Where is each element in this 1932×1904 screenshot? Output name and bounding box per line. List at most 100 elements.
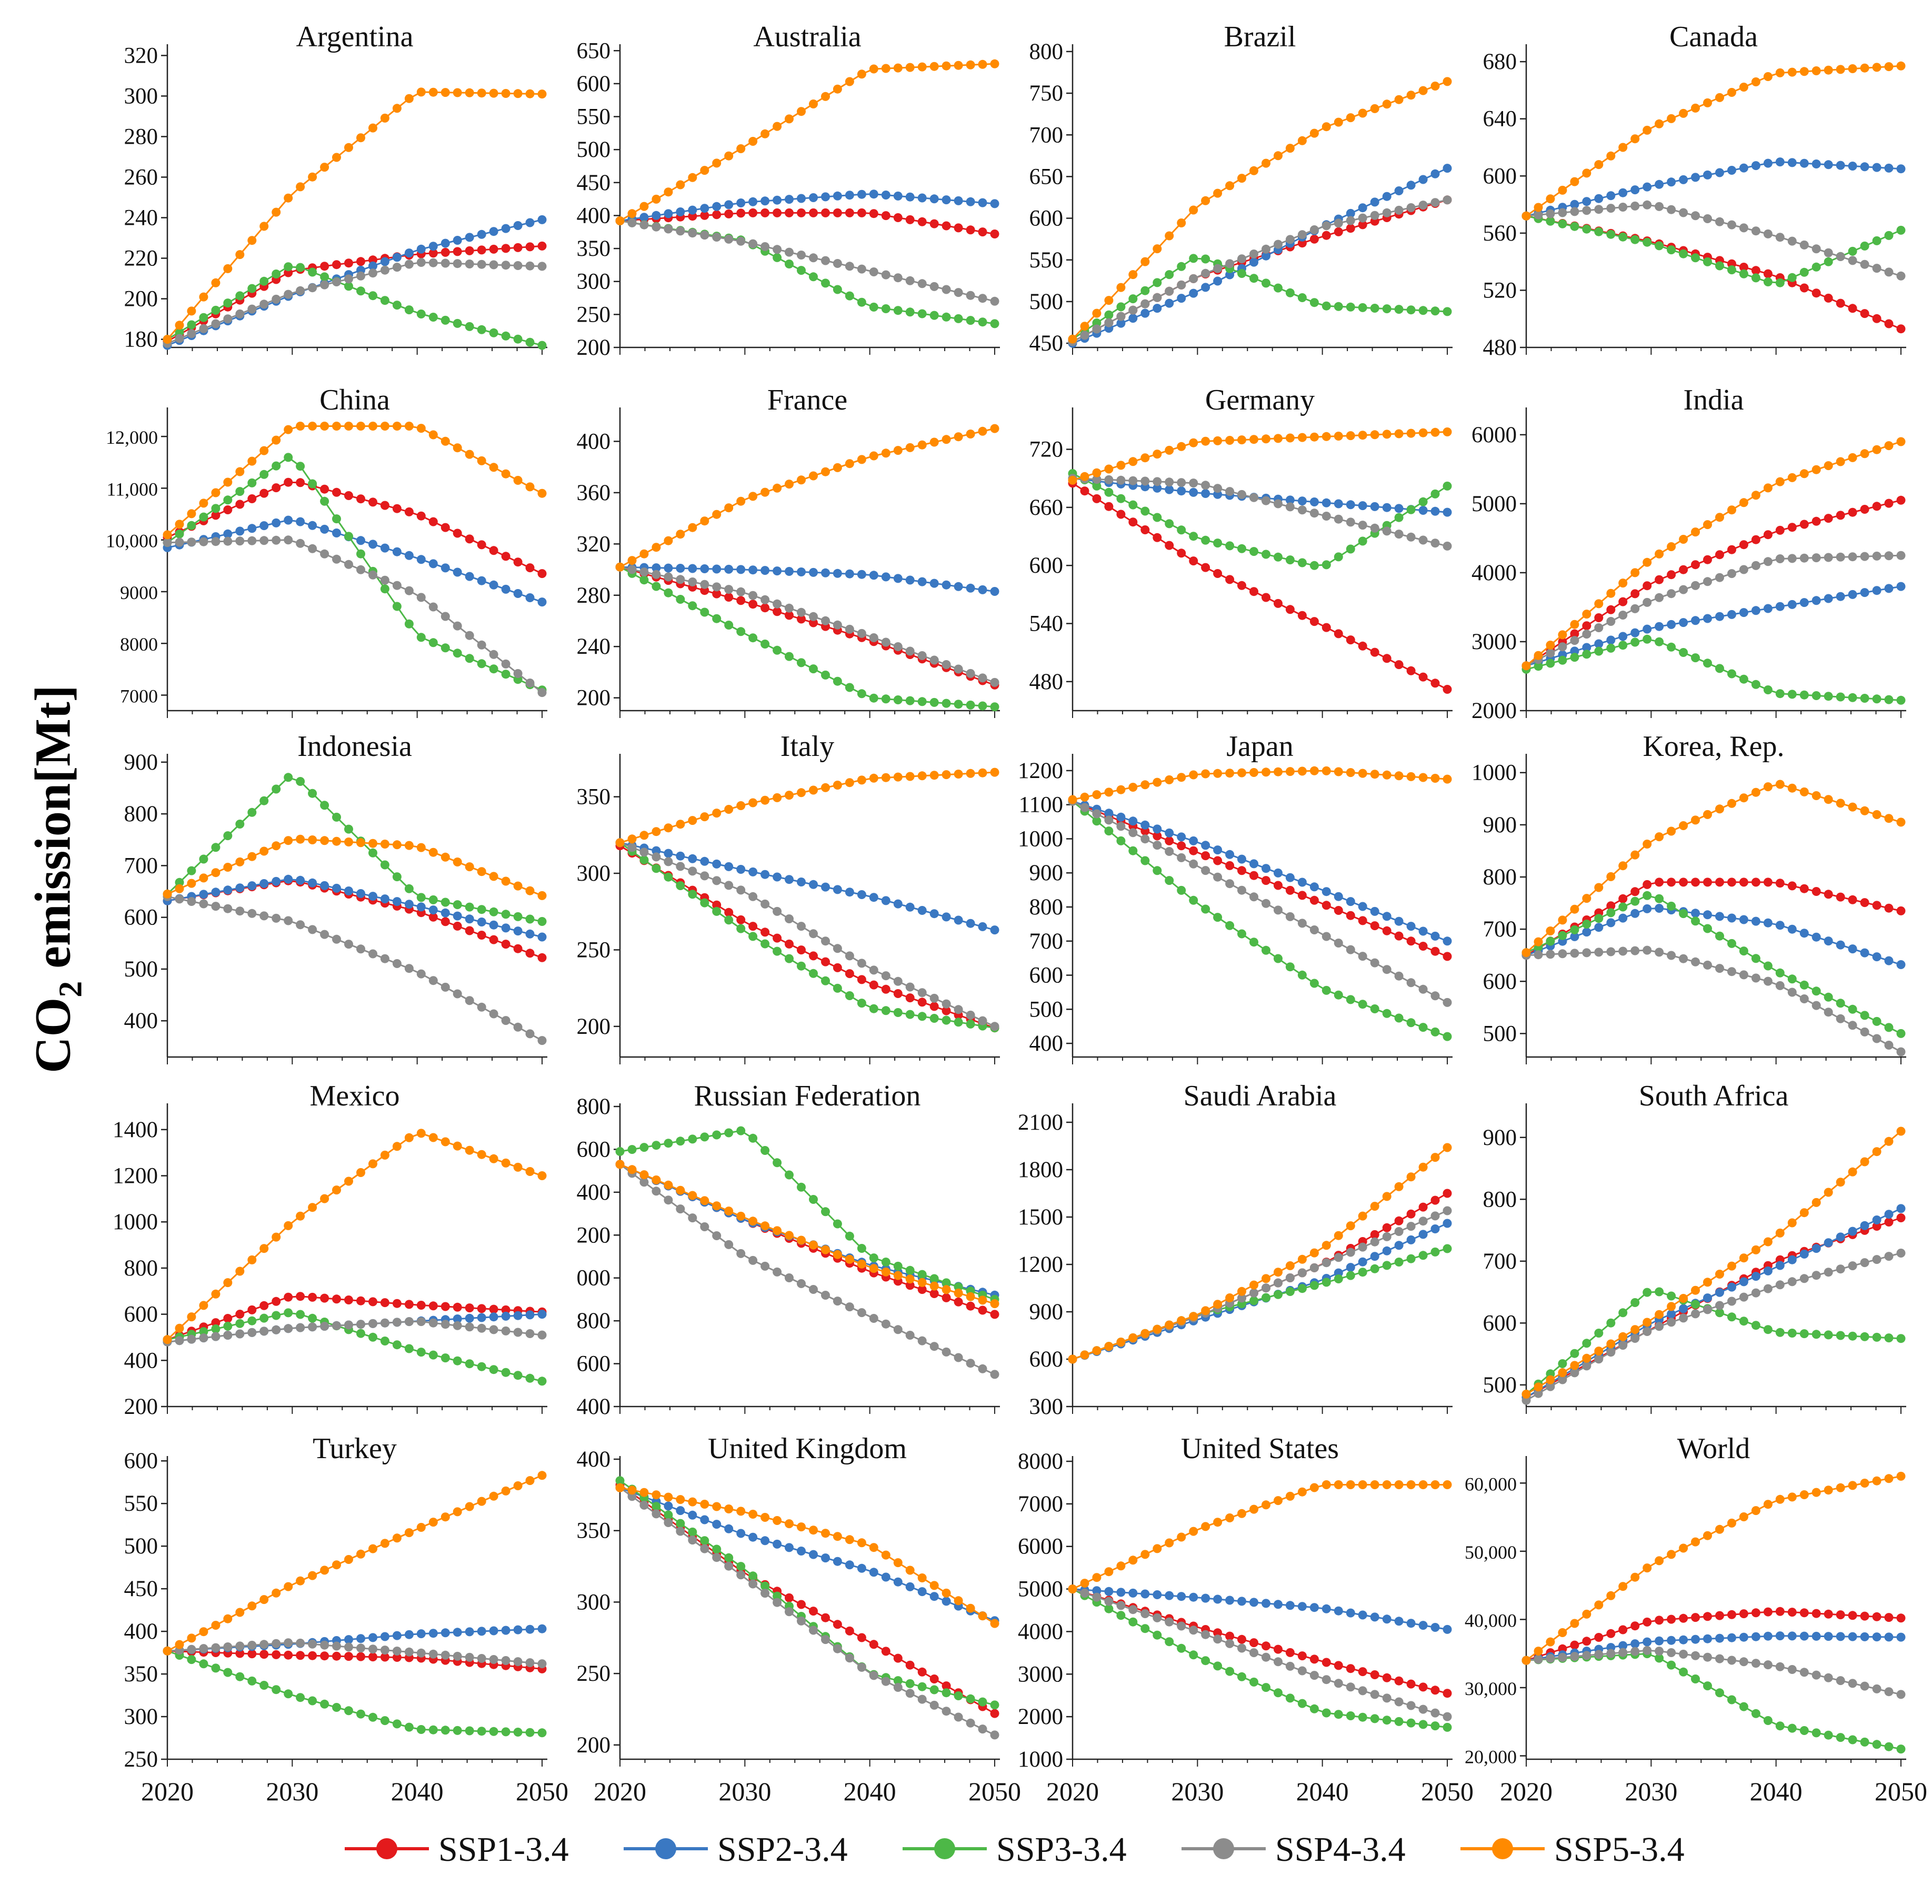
data-point [1679, 909, 1688, 919]
data-point [1225, 1667, 1235, 1676]
data-point [1715, 217, 1724, 226]
y-tick-label: 400 [577, 1180, 611, 1205]
series-ssp4-3-4 [1521, 1249, 1906, 1405]
data-point [1092, 308, 1102, 318]
data-point [344, 274, 353, 284]
data-point [1751, 1659, 1760, 1668]
data-point [1679, 1635, 1688, 1644]
data-point [1285, 1693, 1295, 1703]
data-point [1297, 891, 1307, 900]
data-point [1225, 850, 1235, 859]
data-point [917, 1336, 927, 1345]
data-point [1667, 826, 1676, 836]
data-point [489, 1154, 498, 1163]
data-point [441, 258, 450, 268]
data-point [1534, 662, 1543, 671]
data-point [223, 831, 233, 841]
data-point [1443, 1032, 1452, 1041]
data-point [833, 885, 842, 894]
y-tick-label: 700 [124, 853, 158, 878]
data-point [1655, 1647, 1664, 1656]
data-point [1394, 305, 1404, 314]
data-point [513, 926, 523, 936]
data-point [1763, 1500, 1773, 1509]
data-point [1836, 1676, 1845, 1686]
data-point [477, 918, 486, 926]
data-point [247, 456, 257, 466]
data-point [736, 885, 746, 895]
y-tick-label: 520 [1483, 278, 1517, 303]
data-point [1140, 780, 1150, 790]
y-tick-label: 500 [1029, 290, 1064, 314]
data-point [1811, 288, 1821, 298]
data-point [954, 1596, 963, 1606]
data-point [724, 1561, 734, 1571]
data-point [1872, 1255, 1881, 1264]
data-point [1727, 265, 1736, 275]
data-point [1630, 946, 1640, 955]
data-point [1116, 302, 1126, 312]
data-point [1104, 1342, 1114, 1351]
data-point [833, 983, 842, 993]
series-ssp4-3-4 [1068, 474, 1452, 551]
data-point [1297, 1602, 1307, 1611]
data-point [978, 198, 987, 207]
data-point [1225, 861, 1235, 870]
data-point [1630, 850, 1640, 860]
series-line [1526, 1130, 1901, 1395]
series-ssp5-3-4 [163, 422, 547, 540]
data-point [1836, 457, 1845, 466]
y-tick-label: 2000 [1471, 699, 1517, 723]
data-point [821, 256, 830, 265]
data-point [627, 1492, 637, 1501]
data-point [1274, 240, 1283, 249]
data-point [1679, 954, 1688, 963]
data-point [489, 463, 498, 472]
data-point [247, 478, 257, 487]
data-point [1189, 556, 1198, 566]
data-point [1715, 1633, 1724, 1643]
data-point [1546, 1382, 1555, 1391]
data-point [308, 1651, 317, 1660]
y-tick-label: 500 [1483, 1021, 1517, 1046]
data-point [929, 1581, 939, 1590]
data-point [1225, 879, 1235, 889]
data-point [724, 1207, 734, 1216]
data-point [1872, 264, 1881, 273]
series-line [1526, 161, 1901, 217]
data-point [1262, 1652, 1270, 1662]
data-point [259, 879, 269, 888]
data-point [1080, 1579, 1089, 1588]
data-point [773, 245, 782, 254]
data-point [1213, 539, 1223, 548]
data-point [1727, 545, 1736, 554]
data-point [1606, 191, 1616, 201]
data-point [211, 902, 221, 911]
data-point [1153, 777, 1162, 787]
data-point [465, 1652, 474, 1662]
data-point [1896, 1127, 1906, 1136]
data-point [513, 243, 523, 252]
data-point [1763, 782, 1773, 792]
data-point [211, 1643, 221, 1652]
y-tick-label: 480 [1029, 670, 1064, 694]
data-point [1213, 1628, 1223, 1638]
data-point [1727, 1695, 1736, 1704]
data-point [966, 197, 975, 206]
series-ssp2-3-4 [163, 515, 547, 607]
data-point [441, 523, 450, 532]
data-point [1775, 921, 1785, 930]
series-ssp3-3-4 [1521, 634, 1906, 705]
data-point [513, 1657, 523, 1667]
data-point [344, 422, 353, 431]
data-point [320, 1293, 329, 1303]
data-point [917, 1694, 927, 1704]
data-point [1727, 1610, 1736, 1619]
data-point [881, 1006, 890, 1015]
data-point [1811, 1001, 1821, 1010]
data-point [1860, 948, 1869, 958]
data-point [857, 1563, 866, 1573]
data-point [797, 922, 806, 931]
data-point [1521, 1656, 1531, 1665]
data-point [1358, 1211, 1367, 1221]
